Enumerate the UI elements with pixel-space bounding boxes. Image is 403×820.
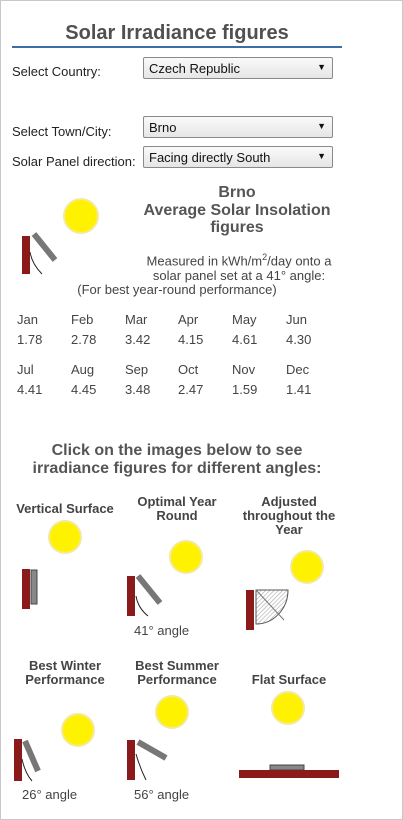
adjusted-caption-line2: throughout the <box>242 508 336 523</box>
angles-heading-line2: irradiance figures for different angles: <box>32 460 322 477</box>
winter-caption-line1: Best Winter <box>28 658 102 673</box>
town-label: Select Town/City: <box>12 124 112 139</box>
month-value: 1.41 <box>286 382 312 397</box>
month-value: 3.42 <box>125 332 151 347</box>
month-label: Jul <box>17 362 34 377</box>
solar-panel-shape <box>135 574 163 605</box>
optimal-year-angle: 41° angle <box>134 623 190 638</box>
month-label: Aug <box>71 362 95 377</box>
direction-select[interactable]: Facing directly South ▼ <box>143 146 333 168</box>
month-label: Dec <box>286 362 310 377</box>
measured-line1: Measured in kWh/m2/day onto a <box>146 252 332 269</box>
optimal-year-caption-line1: Optimal Year <box>137 494 217 509</box>
sun-icon <box>271 691 305 725</box>
month-cell: May 4.61 <box>232 312 282 347</box>
wall-shape <box>22 236 30 274</box>
optimal-year-option[interactable] <box>126 538 210 618</box>
month-cell: Jan 1.78 <box>17 312 67 347</box>
wall-shape <box>127 740 135 780</box>
month-value: 4.45 <box>71 382 97 397</box>
panel-41-illustration <box>22 198 99 275</box>
month-cell: Mar 3.42 <box>125 312 175 347</box>
month-cell: Feb 2.78 <box>71 312 121 347</box>
month-value: 3.48 <box>125 382 151 397</box>
month-value: 4.41 <box>17 382 43 397</box>
month-cell: Apr 4.15 <box>178 312 228 347</box>
vertical-surface-caption: Vertical Surface <box>16 501 114 516</box>
chevron-down-icon: ▼ <box>317 121 326 131</box>
month-label: Feb <box>71 312 94 327</box>
country-select-value: Czech Republic <box>149 61 241 76</box>
chevron-down-icon: ▼ <box>317 62 326 72</box>
sun-icon <box>48 520 82 554</box>
title-underline <box>12 46 342 48</box>
summary-heading-line1: Average Solar Insolation <box>143 202 331 219</box>
page-title: Solar Irradiance figures <box>65 22 289 44</box>
town-select-value: Brno <box>149 120 177 135</box>
measured-line2: solar panel set at a 41° angle: <box>152 268 326 283</box>
solar-panel-shape <box>22 739 41 773</box>
country-label: Select Country: <box>12 64 101 79</box>
month-value: 4.61 <box>232 332 258 347</box>
month-cell: Oct 2.47 <box>178 362 228 397</box>
country-select[interactable]: Czech Republic ▼ <box>143 57 333 79</box>
solar-panel-shape <box>30 569 38 605</box>
month-label: Apr <box>178 312 199 327</box>
month-label: Sep <box>125 362 149 377</box>
summary-city: Brno <box>218 184 256 201</box>
month-value: 2.78 <box>71 332 97 347</box>
optimal-year-caption-line2: Round <box>156 508 198 523</box>
month-label: Mar <box>125 312 148 327</box>
month-value: 4.30 <box>286 332 312 347</box>
month-value: 1.78 <box>17 332 43 347</box>
sun-icon <box>61 713 95 747</box>
month-value: 4.15 <box>178 332 204 347</box>
summer-option[interactable] <box>126 694 212 784</box>
month-cell: Aug 4.45 <box>71 362 121 397</box>
adjusted-caption-line1: Adjusted <box>261 494 317 509</box>
month-label: Oct <box>178 362 199 377</box>
adjusted-caption-line3: Year <box>275 522 303 537</box>
month-cell: Nov 1.59 <box>232 362 282 397</box>
solar-panel-shape <box>136 739 168 761</box>
wall-shape <box>22 569 30 609</box>
summer-caption-line1: Best Summer <box>135 658 219 673</box>
month-cell: Dec 1.41 <box>286 362 336 397</box>
solar-panel-shape <box>31 232 58 262</box>
summer-caption-line2: Performance <box>137 672 217 687</box>
wall-shape <box>14 739 22 781</box>
month-value: 2.47 <box>178 382 204 397</box>
adjusted-year-option[interactable] <box>244 548 330 634</box>
summer-angle: 56° angle <box>134 787 190 802</box>
flat-surface-option[interactable] <box>238 690 342 782</box>
month-label: Jun <box>286 312 307 327</box>
wall-shape <box>127 576 135 616</box>
month-label: Jan <box>17 312 38 327</box>
winter-angle: 26° angle <box>22 787 78 802</box>
month-label: Nov <box>232 362 256 377</box>
winter-caption-line2: Performance <box>25 672 105 687</box>
sun-icon <box>63 198 99 234</box>
roof-shape <box>239 770 339 778</box>
solar-panel-shape <box>269 764 305 771</box>
direction-label: Solar Panel direction: <box>12 154 136 169</box>
town-select[interactable]: Brno ▼ <box>143 116 333 138</box>
wall-shape <box>246 590 254 630</box>
sun-icon <box>169 540 203 574</box>
flat-surface-caption: Flat Surface <box>251 672 327 687</box>
month-cell: Jul 4.41 <box>17 362 67 397</box>
month-value: 1.59 <box>232 382 258 397</box>
month-cell: Sep 3.48 <box>125 362 175 397</box>
vertical-surface-option[interactable] <box>20 518 90 612</box>
summary-heading-line2: figures <box>210 219 264 236</box>
direction-select-value: Facing directly South <box>149 150 271 165</box>
month-cell: Jun 4.30 <box>286 312 336 347</box>
measured-line3: (For best year-round performance) <box>77 282 277 297</box>
sun-icon <box>155 695 189 729</box>
sun-icon <box>290 550 324 584</box>
angles-heading-line1: Click on the images below to see <box>51 442 303 459</box>
winter-option[interactable] <box>12 711 102 783</box>
month-label: May <box>232 312 257 327</box>
chevron-down-icon: ▼ <box>317 151 326 161</box>
